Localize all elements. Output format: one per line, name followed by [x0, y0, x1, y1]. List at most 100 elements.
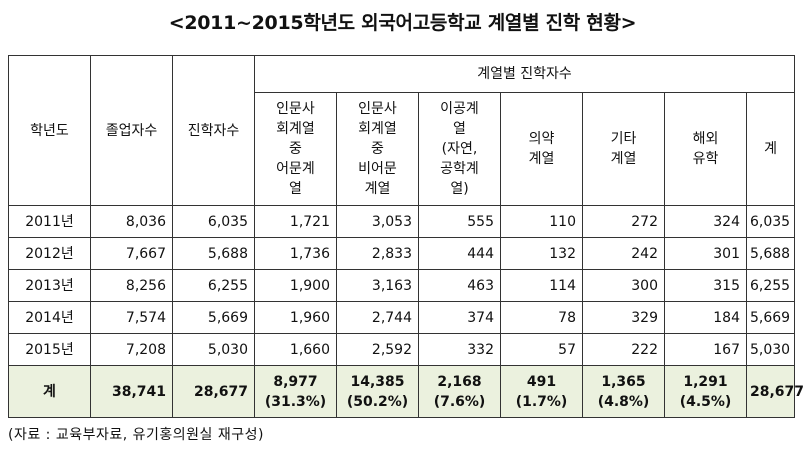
total-value: 1,365: [601, 373, 646, 390]
total-value: 28,677: [750, 383, 805, 400]
table-cell: 6,255: [172, 269, 255, 302]
header-line: 회계열: [276, 121, 315, 137]
table-cell: 184: [664, 301, 747, 334]
table-cell: 301: [664, 237, 747, 270]
header-line: 열): [450, 181, 469, 197]
total-cell: 38,741: [90, 365, 173, 418]
header-row-top: 학년도 졸업자수 진학자수 계열별 진학자수: [8, 55, 796, 206]
source-note: (자료 : 교육부자료, 유기홍의원실 재구성): [8, 427, 264, 443]
table-cell: 110: [500, 205, 583, 238]
table-cell: 7,574: [90, 301, 173, 334]
table-cell: 1,960: [254, 301, 337, 334]
table-row: 2015년 7,208 5,030 1,660 2,592 332 57 222 167 5,03…: [8, 333, 796, 366]
table-cell: 1,736: [254, 237, 337, 270]
total-row: 계 38,741 28,677 8,977 (31.3%) 14,385 (50.2%) 2,…: [8, 365, 805, 418]
table-cell: 8,256: [90, 269, 173, 302]
header-line: 이공계: [440, 101, 479, 117]
total-percent: (7.6%): [433, 393, 486, 410]
table-cell: 7,208: [90, 333, 173, 366]
total-cell: 8,977 (31.3%): [254, 365, 337, 418]
total-percent: (4.8%): [597, 393, 650, 410]
table-row: 2012년 7,667 5,688 1,736 2,833 444 132 242 301 5,6…: [8, 237, 796, 270]
total-value: 38,741: [111, 383, 166, 400]
table-cell: 329: [582, 301, 665, 334]
table-cell: 242: [582, 237, 665, 270]
table-row: 2013년 8,256 6,255 1,900 3,163 463 114 300 315 6,2…: [8, 269, 796, 302]
table-cell: 5,688: [745, 237, 796, 270]
total-cell: 1,291 (4.5%): [664, 365, 747, 418]
table-cell: 8,036: [90, 205, 173, 238]
header-by-track: 계열별 진학자수: [253, 55, 796, 93]
total-cell: 28,677: [172, 365, 255, 418]
table-cell: 78: [500, 301, 583, 334]
table-cell: 57: [500, 333, 583, 366]
header-line: 인문사: [358, 101, 397, 117]
table-cell: 5,669: [745, 301, 796, 334]
header-line: 계열: [610, 151, 637, 167]
header-line: 유학: [692, 151, 719, 167]
header-line: 어문계: [276, 161, 315, 177]
table-cell: 1,721: [254, 205, 337, 238]
table-cell: 5,688: [172, 237, 255, 270]
total-value: 491: [526, 373, 557, 390]
table-cell: 7,667: [90, 237, 173, 270]
header-graduates: 졸업자수: [90, 55, 173, 206]
table-cell: 324: [664, 205, 747, 238]
header-other: 기타 계열: [582, 92, 665, 206]
table-row: 2014년 7,574 5,669 1,960 2,744 374 78 329 184 5,66…: [8, 301, 796, 334]
header-line: 계열: [528, 151, 555, 167]
table-cell: 374: [418, 301, 501, 334]
row-year: 2012년: [8, 237, 91, 270]
table-cell: 5,669: [172, 301, 255, 334]
header-sum: 계: [745, 92, 796, 206]
header-line: 인문사: [276, 101, 315, 117]
header-line: 중: [289, 141, 302, 157]
career-stats-table: 학년도 졸업자수 진학자수 계열별 진학자수 인문사 회계열 중 어문계 열 인문사 회계열…: [8, 55, 805, 418]
header-line: 중: [371, 141, 384, 157]
total-value: 1,291: [683, 373, 728, 390]
header-year: 학년도: [8, 55, 91, 206]
table-cell: 3,053: [336, 205, 419, 238]
header-line: 계: [764, 141, 777, 157]
table-cell: 222: [582, 333, 665, 366]
total-value: 14,385: [350, 373, 405, 390]
table-cell: 315: [664, 269, 747, 302]
header-line: 회계열: [358, 121, 397, 137]
table-cell: 3,163: [336, 269, 419, 302]
table-cell: 2,833: [336, 237, 419, 270]
header-line: 열: [453, 121, 466, 137]
table-cell: 5,030: [745, 333, 796, 366]
total-cell: 2,168 (7.6%): [418, 365, 501, 418]
header-line: 공학계: [440, 161, 479, 177]
total-label: 계: [8, 365, 91, 418]
total-percent: (50.2%): [346, 393, 409, 410]
table-cell: 6,035: [172, 205, 255, 238]
table-cell: 300: [582, 269, 665, 302]
header-advancers: 진학자수: [172, 55, 255, 206]
table-cell: 2,744: [336, 301, 419, 334]
table-cell: 272: [582, 205, 665, 238]
total-cell: 14,385 (50.2%): [336, 365, 419, 418]
header-medical: 의약 계열: [500, 92, 583, 206]
table-body: 학년도 졸업자수 진학자수 계열별 진학자수 인문사 회계열 중 어문계 열 인문사 회계열…: [8, 55, 805, 418]
page-title: <2011~2015학년도 외국어고등학교 계열별 진학 현황>: [168, 12, 637, 34]
total-cell: 1,365 (4.8%): [582, 365, 665, 418]
header-humanities-nonlanguage: 인문사 회계열 중 비어문 계열: [336, 92, 419, 206]
table-cell: 132: [500, 237, 583, 270]
header-overseas: 해외 유학: [664, 92, 747, 206]
header-line: 계열: [364, 181, 391, 197]
total-cell: 491 (1.7%): [500, 365, 583, 418]
row-year: 2014년: [8, 301, 91, 334]
row-year: 2011년: [8, 205, 91, 238]
row-year: 2015년: [8, 333, 91, 366]
total-percent: (1.7%): [515, 393, 568, 410]
total-cell: 28,677: [745, 365, 805, 418]
total-percent: (4.5%): [679, 393, 732, 410]
table-cell: 444: [418, 237, 501, 270]
table-cell: 167: [664, 333, 747, 366]
total-value: 2,168: [437, 373, 482, 390]
row-year: 2013년: [8, 269, 91, 302]
table-cell: 6,035: [745, 205, 796, 238]
header-line: 열: [289, 181, 302, 197]
